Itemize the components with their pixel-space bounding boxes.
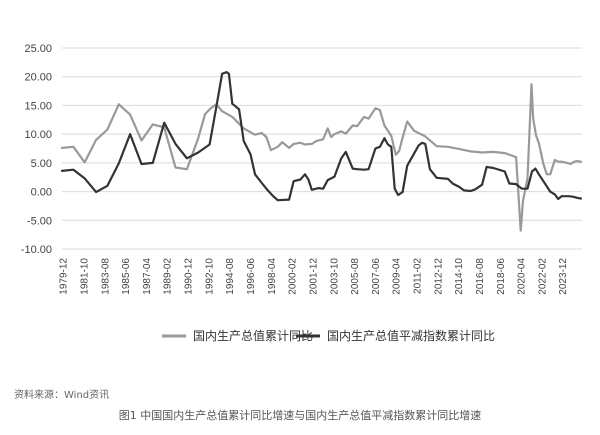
x-tick-label: 2003-10	[329, 258, 340, 295]
y-tick-label: 25.00	[24, 43, 52, 55]
legend: 国内生产总值累计同比 国内生产总值平减指数累计同比	[162, 328, 495, 343]
y-tick-label: 0.00	[31, 187, 52, 199]
x-tick-label: 1989-02	[163, 258, 174, 295]
x-tick-label: 2009-04	[392, 258, 403, 295]
x-tick-label: 2011-02	[413, 258, 424, 294]
y-axis-ticks: 25.00 20.00 15.00 10.00 5.00 0.00 -5.00 -10.00	[21, 43, 52, 256]
y-tick-label: 10.00	[24, 129, 52, 141]
series-line-gdp	[60, 83, 582, 232]
x-tick-label: 2018-06	[496, 258, 507, 295]
legend-label-deflator: 国内生产总值平减指数累计同比	[327, 328, 495, 343]
y-tick-label: -10.00	[21, 244, 52, 256]
x-tick-label: 1992-10	[204, 258, 215, 295]
x-tick-label: 1994-08	[225, 258, 236, 295]
source-note: 资料来源：Wind资讯	[14, 390, 110, 401]
gridlines	[62, 47, 582, 250]
x-tick-label: 1990-12	[184, 258, 195, 295]
x-tick-label: 2023-12	[558, 258, 569, 295]
x-tick-label: 2022-02	[537, 258, 548, 295]
y-tick-label: 15.00	[24, 100, 52, 112]
x-tick-label: 2007-06	[371, 258, 382, 295]
y-tick-label: 5.00	[31, 158, 52, 170]
figure-caption: 图1 中国国内生产总值累计同比增速与国内生产总值平减指数累计同比增速	[118, 409, 482, 422]
series-lines	[60, 71, 582, 232]
y-tick-label: -5.00	[27, 215, 52, 227]
x-tick-label: 1985-06	[121, 258, 132, 295]
x-tick-label: 2016-08	[475, 258, 486, 295]
x-tick-label: 2014-10	[454, 258, 465, 295]
x-tick-label: 1981-10	[79, 258, 90, 295]
x-tick-label: 1996-06	[246, 258, 257, 295]
legend-label-gdp: 国内生产总值累计同比	[193, 328, 313, 343]
x-tick-label: 2005-08	[350, 258, 361, 295]
x-tick-label: 2012-12	[433, 258, 444, 295]
x-tick-label: 1983-08	[100, 258, 111, 295]
x-tick-label: 1979-12	[59, 258, 70, 295]
x-tick-label: 2000-02	[288, 258, 299, 295]
x-axis-ticks: 1979-12 1981-10 1983-08 1985-06 1987-04 1989-…	[59, 258, 570, 295]
x-tick-label: 2020-04	[517, 258, 528, 295]
x-tick-label: 2001-12	[308, 258, 319, 295]
series-line-deflator	[60, 71, 582, 202]
x-tick-label: 1998-04	[267, 258, 278, 295]
x-tick-label: 1987-04	[142, 258, 153, 295]
y-tick-label: 20.00	[24, 72, 52, 84]
